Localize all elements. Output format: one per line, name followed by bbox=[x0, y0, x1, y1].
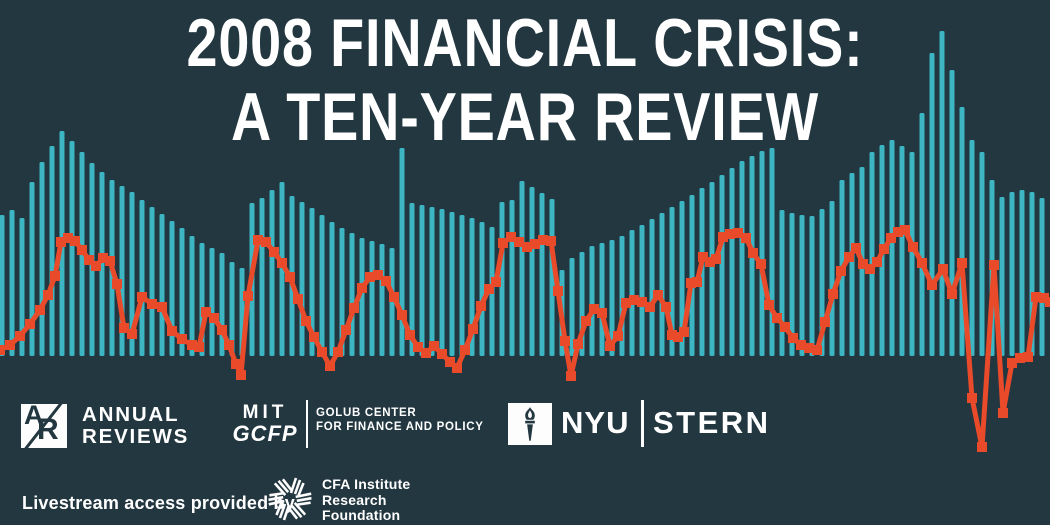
ar-logo-letter-r: R bbox=[37, 413, 59, 446]
nyu-stern-divider bbox=[641, 400, 644, 447]
cfa-pinwheel-icon bbox=[268, 477, 312, 521]
title-line-1: 2008 FINANCIAL CRISIS: bbox=[186, 5, 864, 81]
ar-logo-letter-a: A bbox=[24, 404, 44, 430]
nyu-torch-logo-box bbox=[508, 403, 552, 445]
cfa-institute-wordmark: CFA Institute Research Foundation bbox=[322, 476, 411, 524]
cfa-line-1: CFA Institute bbox=[322, 476, 411, 492]
golub-center-wordmark: GOLUB CENTER FOR FINANCE AND POLICY bbox=[316, 407, 484, 434]
nyu-wordmark: NYU bbox=[561, 405, 630, 440]
annual-reviews-line-1: ANNUAL bbox=[82, 403, 180, 426]
annual-reviews-line-2: REVIEWS bbox=[82, 425, 190, 448]
golub-center-line-1: GOLUB CENTER bbox=[316, 407, 417, 419]
annual-reviews-wordmark: ANNUAL REVIEWS bbox=[82, 404, 189, 448]
cfa-line-3: Foundation bbox=[322, 507, 401, 523]
livestream-credit-text: Livestream access provided by bbox=[22, 493, 295, 513]
footer-row: Livestream access provided by CFA Instit… bbox=[0, 470, 1050, 525]
mit-wordmark: MIT bbox=[242, 402, 288, 423]
mit-gcfp-logo: MIT GCFP bbox=[231, 403, 299, 445]
title-line-2: A TEN-YEAR REVIEW bbox=[230, 79, 820, 155]
gcfp-wordmark: GCFP bbox=[232, 421, 298, 446]
nyu-torch-icon bbox=[525, 407, 535, 441]
golub-center-line-2: FOR FINANCE AND POLICY bbox=[316, 420, 484, 433]
cfa-line-2: Research bbox=[322, 491, 387, 508]
page-title: 2008 FINANCIAL CRISIS: A TEN-YEAR REVIEW bbox=[95, 6, 956, 154]
sponsor-logo-row: A R ANNUAL REVIEWS MIT GCFP GOLUB CENTER… bbox=[0, 398, 1050, 452]
stern-wordmark: STERN bbox=[653, 405, 771, 440]
annual-reviews-monogram-logo: A R bbox=[21, 404, 67, 448]
mit-gcfp-divider bbox=[306, 400, 308, 448]
